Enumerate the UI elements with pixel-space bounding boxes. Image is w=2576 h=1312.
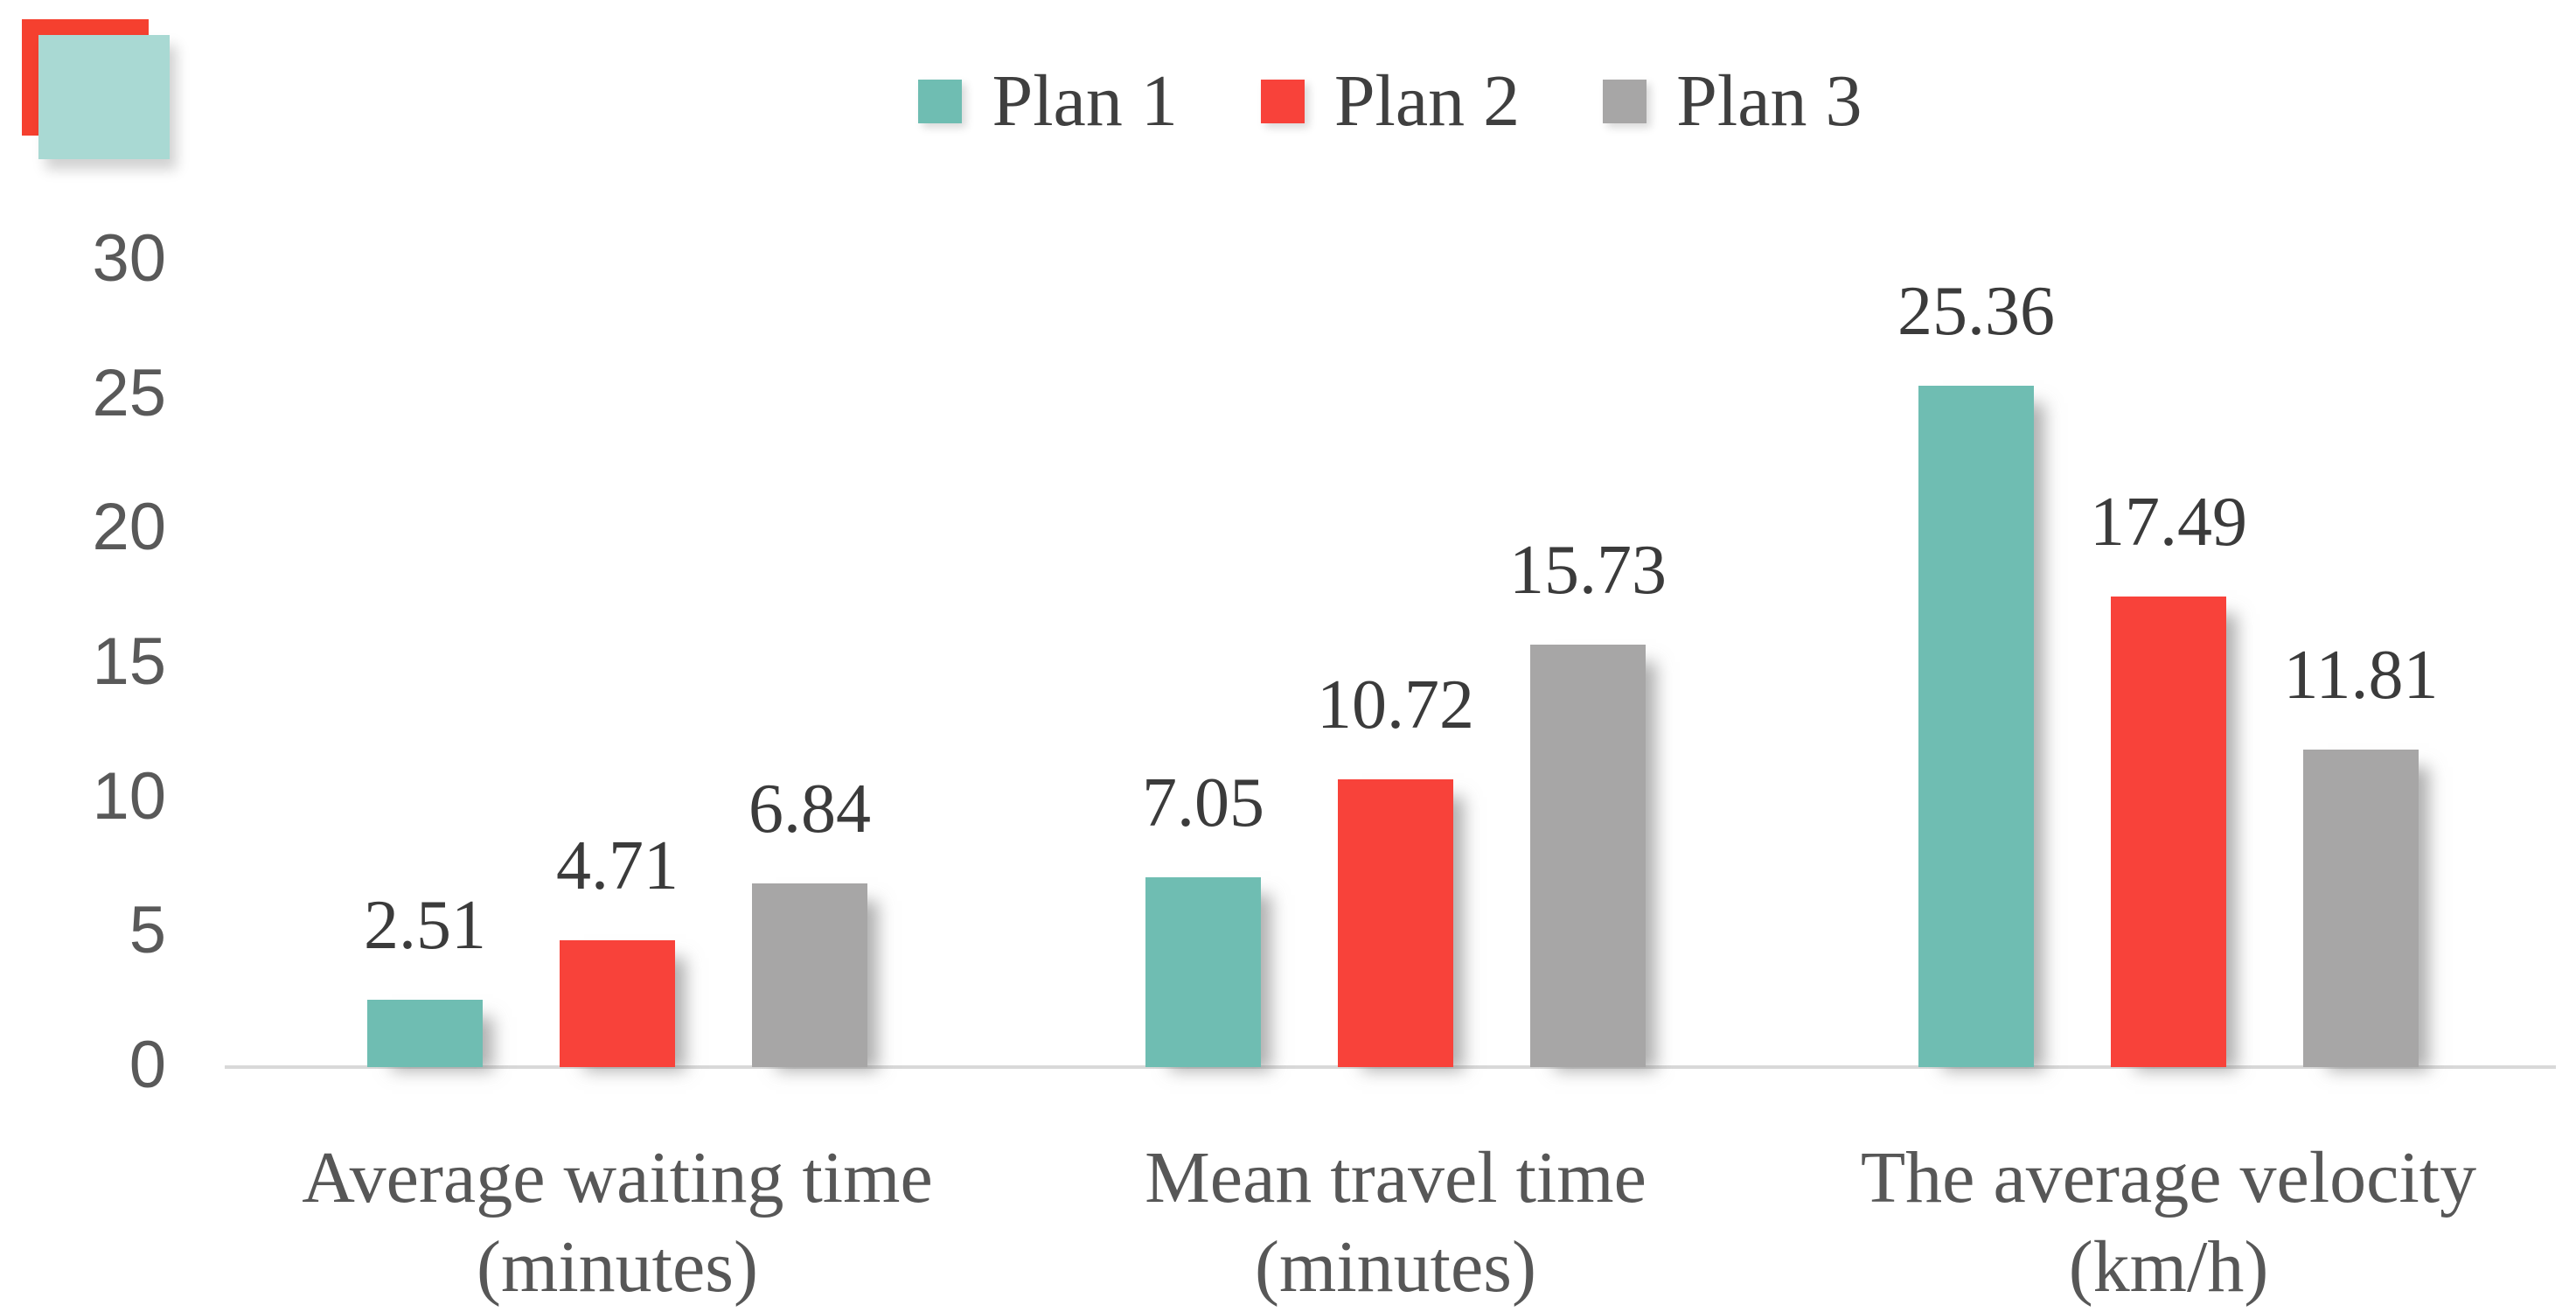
value-label: 7.05	[1142, 764, 1264, 841]
value-label: 10.72	[1317, 666, 1474, 743]
legend-swatch-icon	[1603, 80, 1647, 123]
category-label-line1: Average waiting time	[302, 1137, 933, 1218]
bar-plan-2-category-3	[2111, 597, 2226, 1067]
category-label-line2: (km/h)	[2068, 1226, 2269, 1308]
category-label-line1: Mean travel time	[1145, 1137, 1647, 1218]
legend-swatch-icon	[918, 80, 963, 123]
legend-swatch-icon	[1260, 80, 1305, 123]
y-tick-label-10: 10	[92, 759, 166, 834]
y-tick-label-20: 20	[92, 490, 166, 564]
category-label-line1: The average velocity	[1860, 1137, 2477, 1218]
y-tick-label-30: 30	[92, 221, 166, 296]
bar-plan-3-category-2	[1530, 645, 1646, 1067]
bar-plan-3-category-3	[2303, 750, 2419, 1067]
category-label-line2: (minutes)	[1255, 1226, 1536, 1308]
category-label-2: Mean travel time (minutes)	[985, 1134, 1807, 1312]
legend-label: Plan 1	[992, 60, 1178, 142]
legend-label: Plan 3	[1676, 60, 1862, 142]
legend-item-plan-1: Plan 1	[918, 53, 1178, 150]
chart-legend: Plan 1 Plan 2 Plan 3	[225, 51, 2556, 152]
bar-plan-1-category-3	[1918, 386, 2034, 1067]
bar-plan-2-category-1	[560, 940, 675, 1067]
y-tick-label-5: 5	[129, 893, 166, 967]
value-label: 11.81	[2283, 637, 2439, 714]
value-label: 17.49	[2090, 484, 2247, 561]
value-label: 6.84	[748, 771, 871, 848]
category-label-line2: (minutes)	[477, 1226, 758, 1308]
y-tick-label-15: 15	[92, 625, 166, 699]
bar-plan-2-category-2	[1338, 779, 1453, 1067]
value-label: 25.36	[1897, 273, 2055, 350]
legend-item-plan-2: Plan 2	[1260, 53, 1521, 150]
value-label: 15.73	[1509, 532, 1667, 609]
overlapping-squares-icon	[0, 0, 201, 201]
y-tick-label-25: 25	[92, 356, 166, 430]
value-label: 4.71	[556, 827, 679, 904]
x-axis-line	[225, 1065, 2556, 1069]
category-label-1: Average waiting time (minutes)	[206, 1134, 1028, 1312]
teal-square	[38, 35, 170, 159]
y-tick-label-0: 0	[129, 1028, 166, 1102]
category-label-3: The average velocity (km/h)	[1758, 1134, 2576, 1312]
value-label: 2.51	[364, 887, 486, 964]
bar-plan-1-category-2	[1145, 877, 1261, 1067]
legend-label: Plan 2	[1333, 60, 1521, 142]
bar-plan-1-category-1	[367, 1000, 483, 1067]
legend-item-plan-3: Plan 3	[1603, 53, 1862, 150]
bar-plan-3-category-1	[752, 883, 867, 1067]
